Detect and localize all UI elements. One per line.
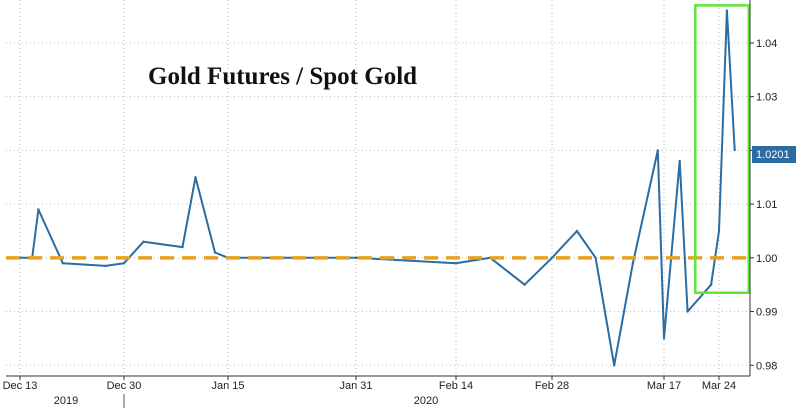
x-ticks: Dec 13 Dec 30 Jan 15 Jan 31 Feb 14 Feb 28 Mar …	[3, 376, 736, 392]
y-tick-label: 0.98	[756, 360, 777, 372]
last-value-badge: 1.0201	[752, 146, 796, 163]
series-point	[709, 283, 713, 286]
series-point	[181, 245, 184, 249]
last-value-badge-bg	[752, 146, 796, 163]
y-tick-label: 1.04	[756, 38, 777, 50]
y-tick-label: 1.00	[756, 253, 777, 265]
x-tick-label: Dec 30	[107, 380, 142, 392]
x-tick-label: Jan 31	[339, 380, 372, 392]
series-point	[142, 240, 145, 243]
y-tick-label: 1.01	[756, 199, 777, 211]
year-label: 2020	[414, 395, 438, 407]
year-label: 2019	[54, 395, 78, 407]
series-point	[61, 262, 64, 265]
y-tick-label: 0.99	[756, 307, 777, 319]
highlight-layer	[694, 4, 750, 294]
series-point	[613, 364, 616, 367]
series-point	[686, 310, 689, 313]
x-tick-label: Jan 15	[211, 380, 244, 392]
series-point	[37, 208, 40, 211]
series-point	[104, 264, 107, 268]
series-point	[575, 229, 579, 233]
x-tick-label: Dec 13	[3, 380, 38, 392]
series-point	[733, 148, 736, 152]
x-tick-label: Mar 24	[702, 380, 736, 392]
series-point	[523, 283, 526, 286]
series-point	[404, 259, 408, 262]
series-point	[550, 256, 554, 259]
x-tick-label: Feb 14	[439, 380, 473, 392]
series-point	[631, 262, 635, 265]
series-point	[122, 262, 126, 265]
series-point	[354, 256, 358, 259]
series-point	[594, 256, 597, 259]
last-value-label: 1.0201	[756, 149, 790, 161]
series-point	[656, 149, 659, 152]
series-point	[194, 176, 197, 179]
series-point	[725, 9, 729, 12]
year-labels: 2019 2020	[54, 394, 438, 408]
x-tick-label: Feb 28	[535, 380, 569, 392]
grid-lines	[6, 0, 750, 376]
y-tick-label: 1.03	[756, 92, 777, 104]
series-point	[213, 251, 217, 254]
highlight-box	[694, 4, 750, 294]
x-tick-label: Mar 17	[647, 380, 681, 392]
plot-frame	[6, 0, 750, 376]
series-point	[717, 229, 721, 233]
chart-title: Gold Futures / Spot Gold	[148, 63, 417, 90]
series-point	[678, 159, 681, 163]
y-ticks: 0.980.991.001.011.021.031.04	[750, 38, 777, 372]
series-point	[454, 262, 458, 265]
series-point	[662, 337, 666, 340]
